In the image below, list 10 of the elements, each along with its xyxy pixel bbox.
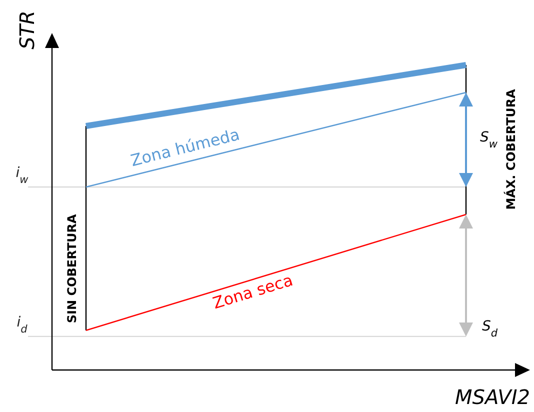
annotation: SIN COBERTURA xyxy=(65,214,79,324)
x-axis-title: MSAVI2 xyxy=(455,385,530,409)
annotation: S$_{d}$ xyxy=(482,318,498,340)
annotation: MÁX. COBERTURA xyxy=(503,88,518,210)
text: Zona húmeda xyxy=(128,124,242,170)
ref-line-label: i$_{w}$ xyxy=(16,165,29,186)
ref-line-label: i$_{d}$ xyxy=(16,314,28,336)
annotation: S$_{w}$ xyxy=(480,130,498,151)
text: Zona seca xyxy=(210,270,296,313)
y-axis-title: STR xyxy=(15,10,39,50)
